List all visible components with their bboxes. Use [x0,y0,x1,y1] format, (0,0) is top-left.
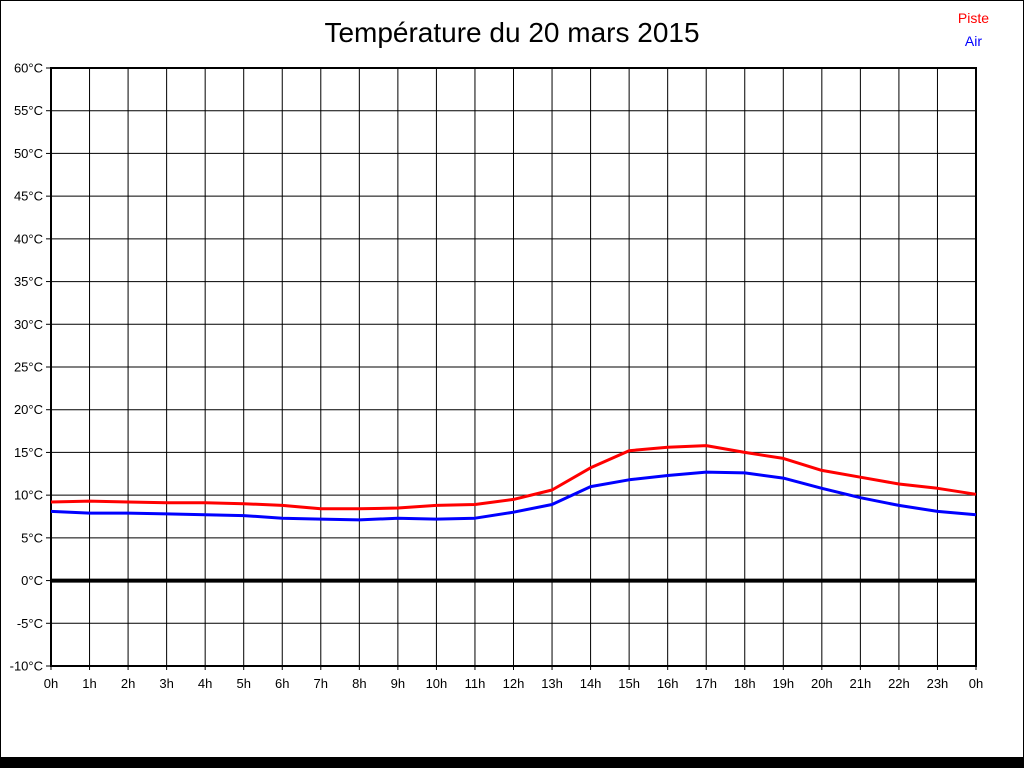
x-tick-label: 16h [657,676,679,691]
y-tick-label: 25°C [14,360,43,375]
y-tick-label: 20°C [14,402,43,417]
x-tick-label: 10h [426,676,448,691]
y-tick-label: 45°C [14,189,43,204]
y-tick-label: -10°C [10,659,43,674]
legend: Piste Air [958,7,989,53]
air-line [50,470,977,522]
x-tick-label: 15h [618,676,640,691]
y-tick-label: 55°C [14,103,43,118]
x-tick-label: 7h [314,676,328,691]
y-tick-label: 5°C [21,530,43,545]
legend-piste-label: Piste [957,10,989,26]
x-tick-label: 1h [82,676,96,691]
x-tick-label: 11h [465,676,486,691]
x-tick-label: 23h [927,676,949,691]
y-tick-label: 30°C [14,317,43,332]
x-tick-label: 20h [811,676,833,691]
x-tick-label: 18h [734,676,756,691]
x-tick-label: 0h [969,676,983,691]
legend-air-label: Air [964,33,982,49]
x-tick-label: 22h [888,676,910,691]
plot-border [50,67,977,667]
y-tick-label: 35°C [14,274,43,289]
x-tick-label: 19h [772,676,794,691]
x-tick-label: 6h [275,676,289,691]
x-tick-label: 12h [503,676,525,691]
x-tick-label: 21h [850,676,872,691]
y-tick-label: 15°C [14,445,43,460]
x-tick-label: 14h [580,676,602,691]
y-tick-label: 10°C [14,488,43,503]
y-tick-label: 60°C [14,61,43,76]
x-tick-label: 17h [695,676,717,691]
x-tick-label: 9h [391,676,405,691]
x-tick-label: 2h [121,676,135,691]
bottom-bar [1,757,1023,767]
x-tick-label: 13h [541,676,563,691]
page-title: Température du 20 mars 2015 [324,17,700,48]
piste-line [50,444,977,511]
y-tick-label: 0°C [21,573,43,588]
y-tick-label: 50°C [14,146,43,161]
x-tick-label: 4h [198,676,212,691]
x-tick-label: 8h [352,676,366,691]
x-tick-label: 5h [236,676,250,691]
y-tick-label: -5°C [17,616,43,631]
y-tick-label: 40°C [14,231,43,246]
x-tick-label: 3h [159,676,173,691]
x-tick-label: 0h [44,676,58,691]
